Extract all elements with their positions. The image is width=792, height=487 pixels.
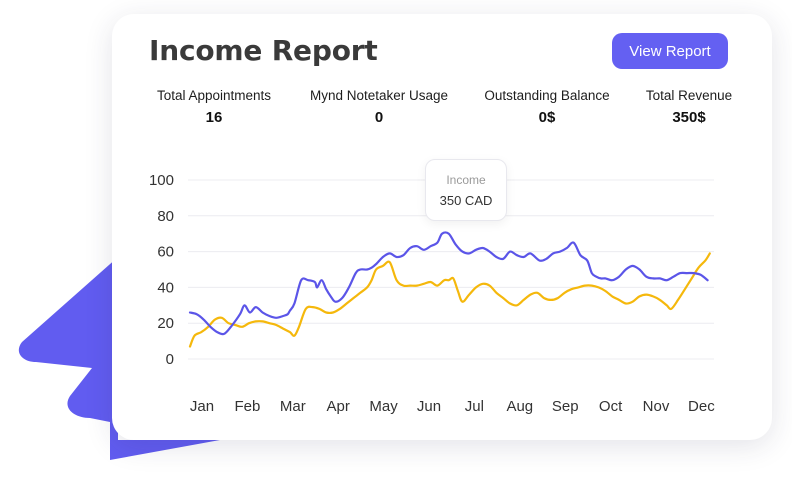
x-tick-label: Dec [688, 398, 715, 415]
stat-total-appointments: Total Appointments 16 [150, 88, 278, 126]
stat-label: Total Revenue [645, 88, 733, 103]
x-tick-label: Aug [506, 398, 533, 415]
stat-total-revenue: Total Revenue 350$ [642, 88, 736, 126]
stat-notetaker-usage: Mynd Notetaker Usage 0 [306, 88, 452, 126]
purple-series-line [188, 231, 709, 336]
x-tick-label: Nov [643, 398, 670, 415]
income-line-chart: 0 20 40 60 80 100 Jan Feb Mar Apr May Jun Jul Aug Sep O… [149, 172, 715, 415]
view-report-button[interactable]: View Report [612, 33, 728, 69]
x-tick-label: Sep [552, 398, 579, 415]
yellow-series-line [188, 252, 711, 348]
tooltip-value: 350 CAD [439, 193, 493, 208]
y-tick-label: 40 [157, 279, 174, 296]
y-tick-label: 100 [149, 172, 174, 189]
stat-value: 350$ [672, 109, 706, 126]
y-tick-label: 80 [157, 208, 174, 225]
income-report-card: Income Report View Report Total Appointm… [112, 14, 772, 440]
stat-value: 0 [374, 109, 384, 126]
tooltip-label: Income [446, 173, 486, 187]
y-tick-label: 20 [157, 315, 174, 332]
x-tick-label: Jul [465, 398, 484, 415]
stat-value: 16 [205, 109, 223, 126]
stat-outstanding-balance: Outstanding Balance 0$ [477, 88, 617, 126]
stat-label: Total Appointments [156, 88, 272, 103]
x-tick-label: Jun [417, 398, 441, 415]
x-tick-label: Jan [190, 398, 214, 415]
stat-label: Mynd Notetaker Usage [309, 88, 449, 103]
x-tick-label: Oct [599, 398, 623, 415]
stat-label: Outstanding Balance [484, 88, 610, 103]
chart-tooltip: Income 350 CAD [425, 159, 507, 221]
y-tick-label: 60 [157, 244, 174, 261]
x-tick-label: May [369, 398, 398, 415]
x-tick-label: Feb [234, 398, 260, 415]
y-tick-label: 0 [166, 351, 174, 368]
x-tick-label: Mar [280, 398, 306, 415]
page-title: Income Report [149, 34, 378, 67]
stat-value: 0$ [538, 109, 556, 126]
x-tick-label: Apr [327, 398, 350, 415]
